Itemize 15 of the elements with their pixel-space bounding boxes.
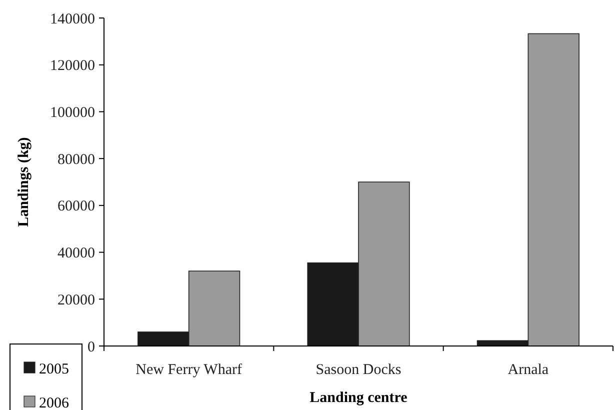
x-axis-title: Landing centre <box>310 390 408 406</box>
x-tick-label: Sasoon Docks <box>316 362 402 378</box>
y-tick-label: 60000 <box>58 198 95 215</box>
x-tick-label: Arnala <box>508 362 549 378</box>
x-tick-label: New Ferry Wharf <box>136 362 242 378</box>
y-tick-label: 0 <box>88 339 95 356</box>
y-tick-label: 20000 <box>58 292 95 308</box>
y-axis-title: Landings (kg) <box>16 137 32 227</box>
y-tick-label: 120000 <box>50 58 95 74</box>
legend-label: 2005 <box>39 361 69 378</box>
y-tick-label: 140000 <box>50 11 95 28</box>
y-tick-label: 80000 <box>58 152 95 168</box>
legend-label: 2006 <box>39 395 70 410</box>
y-tick-label: 40000 <box>58 246 95 262</box>
y-tick-label: 100000 <box>50 104 95 121</box>
